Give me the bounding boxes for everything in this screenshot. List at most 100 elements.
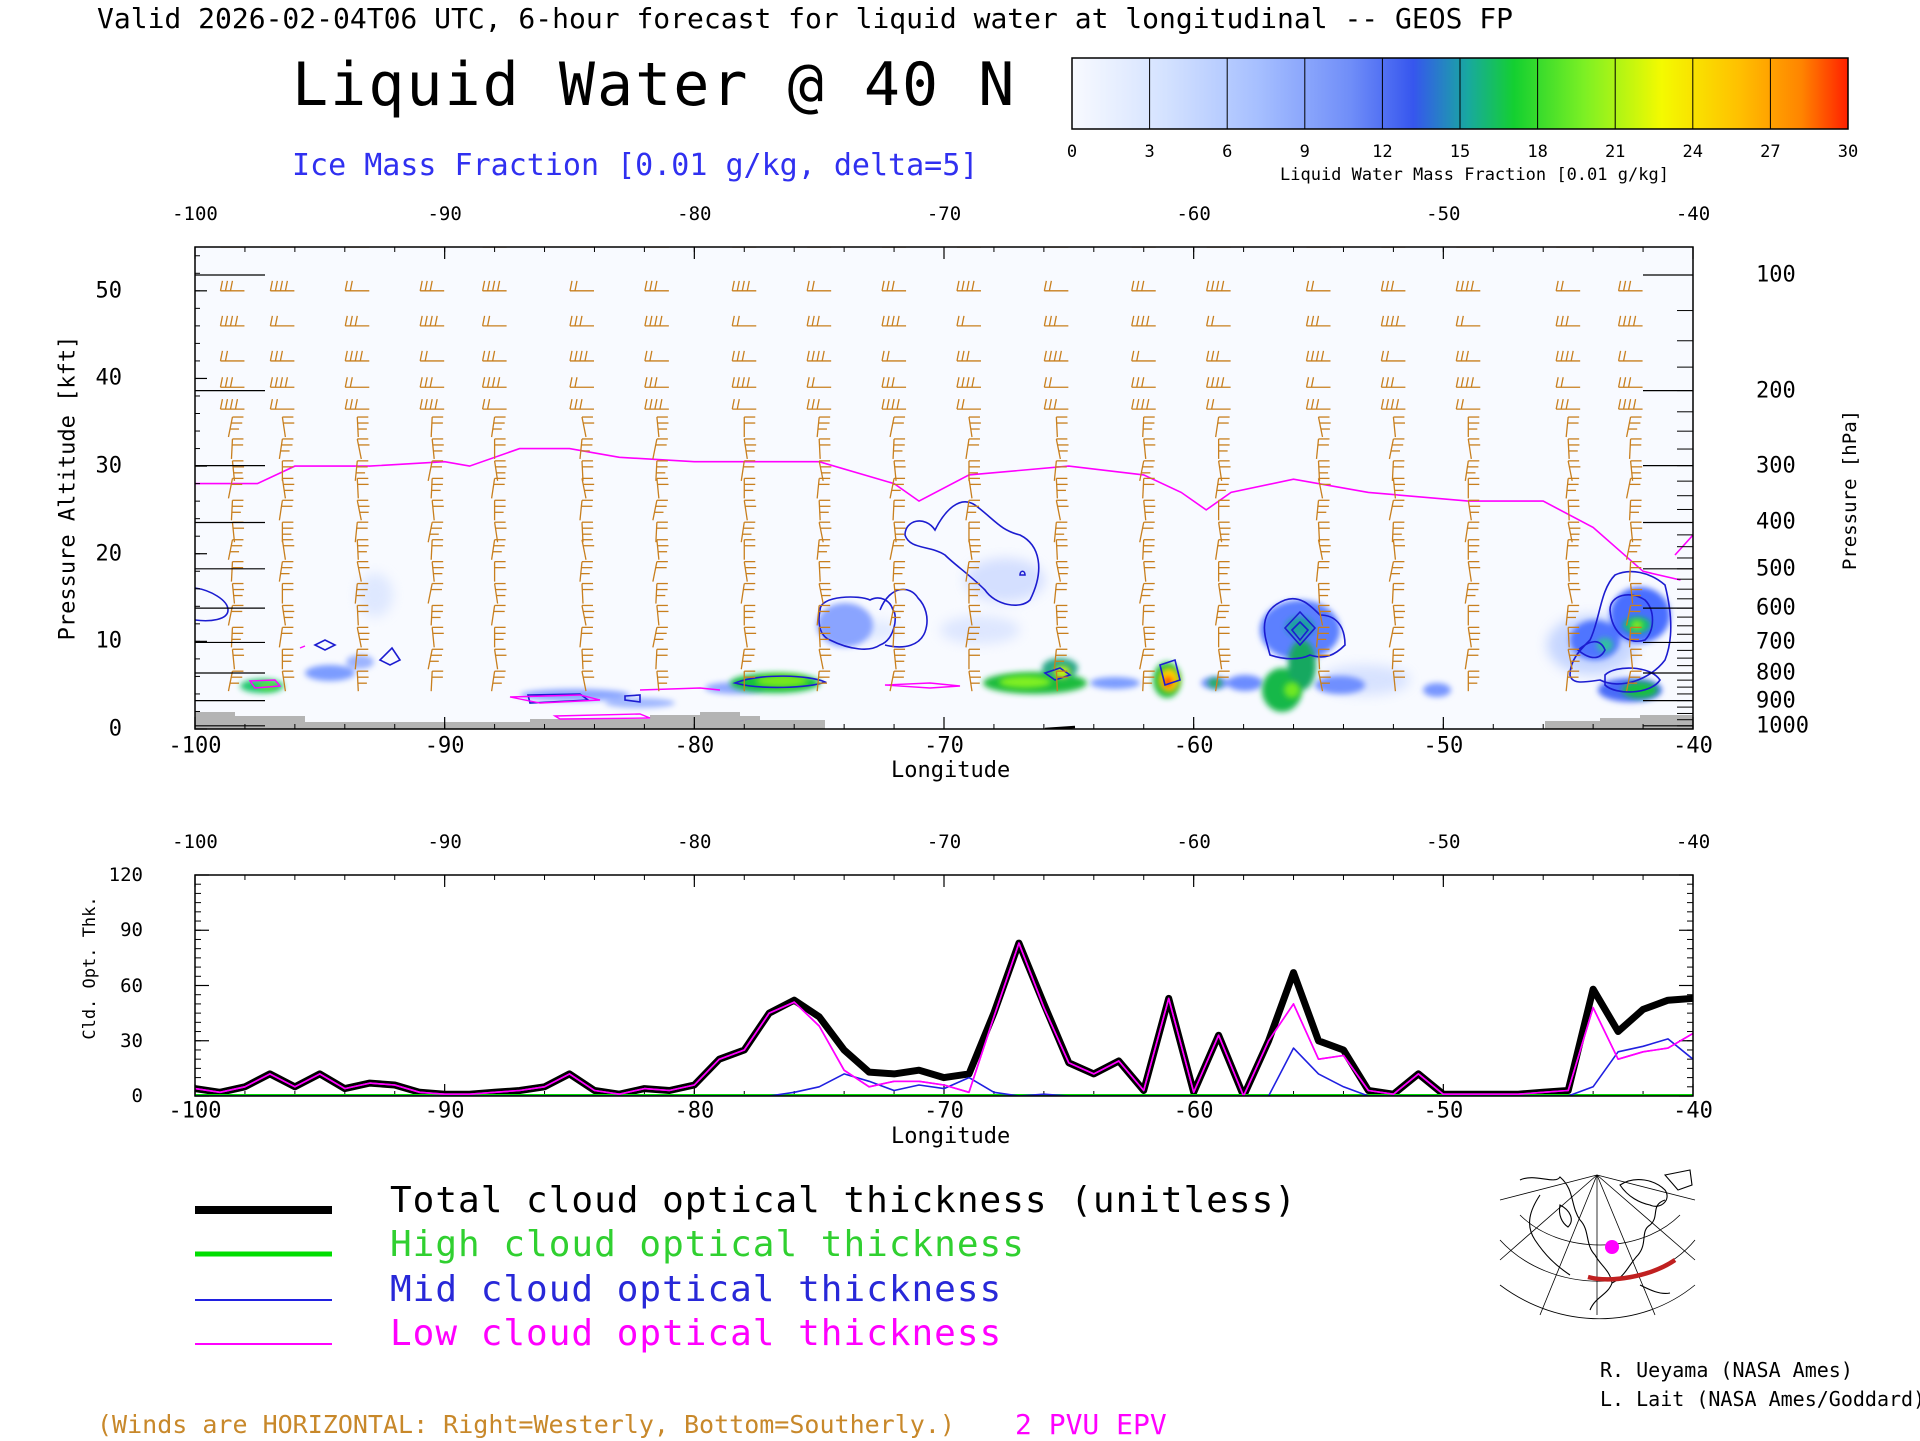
wind-barb: [1380, 280, 1406, 292]
legend-high: High cloud optical thickness: [390, 1224, 1025, 1265]
wind-barb: [581, 416, 595, 438]
ice-contours: [195, 501, 1672, 704]
wind-barb: [481, 280, 507, 292]
epv-low-level: [248, 645, 961, 720]
wind-barb: [1380, 398, 1406, 410]
wind-barb: [889, 416, 906, 438]
wind-barb: [1628, 560, 1642, 582]
wind-barb: [430, 670, 444, 692]
wind-barb: [431, 626, 444, 648]
wind-barb: [493, 460, 507, 481]
wind-barb: [1629, 521, 1643, 543]
wind-barb: [431, 499, 444, 521]
ice-contour-13: [1576, 640, 1606, 659]
wind-barb: [740, 460, 756, 481]
top-y-right-tick-label: 400: [1756, 509, 1796, 535]
wind-barb: [269, 377, 295, 388]
wind-barb: [1317, 670, 1331, 692]
epv-low-3: [552, 713, 651, 720]
wind-barb: [356, 499, 370, 521]
top-y-right-tick-label: 200: [1756, 378, 1796, 404]
wind-barb: [806, 350, 832, 362]
wind-barb: [419, 350, 445, 362]
wind-barb: [482, 247, 507, 248]
legend-mid: Mid cloud optical thickness: [390, 1269, 1003, 1310]
wind-barb: [889, 477, 906, 499]
wind-barb: [656, 539, 669, 560]
wind-barb: [1315, 626, 1330, 648]
wind-barb: [1131, 247, 1156, 248]
wind-barb: [1131, 377, 1156, 388]
colorbar-label: Liquid Water Mass Fraction [0.01 g/kg]: [1280, 165, 1669, 185]
bottom-x-top-tick-label: -80: [677, 831, 712, 853]
top-x-tick-label: -70: [924, 733, 964, 759]
wind-barb: [806, 315, 832, 327]
wind-barb: [1464, 648, 1480, 670]
colorbar-tick-label: 9: [1299, 142, 1310, 162]
wind-barb: [427, 521, 444, 543]
wind-barb: [892, 438, 906, 459]
wind-barb: [1617, 315, 1643, 327]
lw-blob-blue-8: [1315, 676, 1365, 694]
wind-barb: [579, 626, 593, 648]
wind-barb: [968, 521, 980, 543]
wind-barb: [644, 280, 669, 292]
top-y-left-tick-label: 30: [95, 453, 123, 479]
wind-barb: [419, 398, 445, 410]
wind-barb: [1214, 416, 1230, 438]
wind-barb: [892, 626, 906, 648]
wind-barb: [1625, 416, 1642, 438]
wind-barb: [968, 582, 980, 604]
coastline: [1611, 1199, 1666, 1284]
wind-barb: [278, 499, 294, 521]
wind-barb: [1628, 438, 1642, 459]
parallel-line: [1499, 1284, 1696, 1320]
wind-barb: [1391, 582, 1405, 604]
meridian-line: [1596, 1174, 1696, 1201]
wind-barb: [1380, 315, 1406, 327]
wind-barb: [731, 280, 757, 292]
lw-blob-green-7: [1288, 640, 1316, 690]
wind-barb: [581, 648, 594, 670]
ice-contour-11: [1569, 570, 1672, 685]
wind-barb: [968, 460, 980, 481]
wind-barb: [1391, 648, 1405, 670]
colorbar-tick-label: 0: [1066, 142, 1078, 162]
wind-barb: [1625, 539, 1642, 560]
epv-low-6: [299, 645, 306, 649]
top-y-right-tick-label: 800: [1756, 660, 1796, 686]
wind-barb: [893, 582, 906, 604]
wind-barb: [420, 247, 445, 248]
colorbar-tick-label: 21: [1604, 142, 1626, 162]
wind-barb: [1565, 604, 1580, 626]
wind-barb: [1043, 377, 1069, 388]
wind-barb: [893, 460, 906, 481]
wind-barb: [569, 247, 594, 248]
wind-barb: [889, 539, 906, 560]
meridian-line: [1539, 1174, 1598, 1316]
wind-barb: [818, 521, 832, 543]
wind-barb: [1467, 499, 1481, 521]
wind-barb: [1467, 416, 1480, 438]
wind-barb: [1555, 315, 1581, 327]
wind-barb: [344, 280, 370, 292]
legend-lines: [195, 1206, 332, 1345]
wind-barb: [344, 377, 370, 388]
terrain: [195, 712, 825, 729]
legend-low: Low cloud optical thickness: [390, 1313, 1003, 1354]
lw-blob-blue-13: [1090, 677, 1140, 689]
colorbar-tick-label: 3: [1144, 142, 1155, 162]
ice-contour-9: [1283, 610, 1317, 647]
wind-barb: [743, 604, 756, 626]
wind-barb: [281, 477, 295, 499]
wind-barb: [356, 477, 369, 499]
ice-contour-17: [732, 675, 828, 689]
wind-barb: [818, 582, 832, 604]
wind-barb: [231, 582, 245, 604]
ice-contour-12: [1609, 594, 1654, 642]
wind-barb: [1055, 670, 1068, 692]
top-y-right-tick-label: 300: [1756, 453, 1796, 479]
wind-barb: [818, 560, 831, 582]
locator-map: [1499, 1165, 1696, 1320]
coastline: [1558, 1204, 1572, 1228]
